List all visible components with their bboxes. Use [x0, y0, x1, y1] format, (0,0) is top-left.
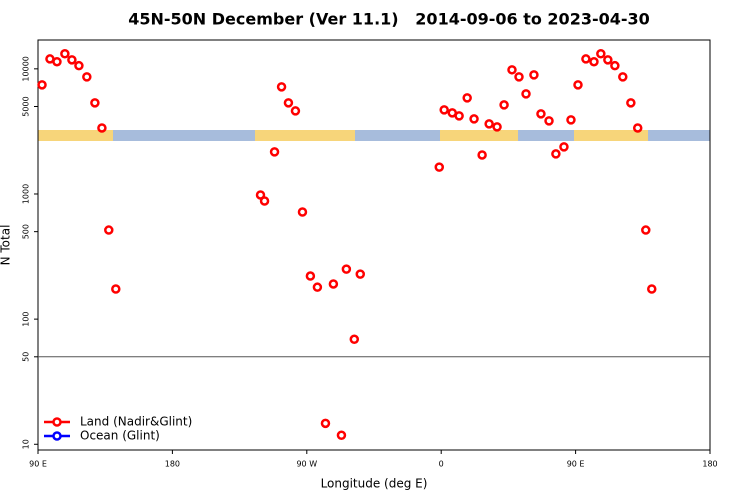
legend-marker [52, 417, 62, 427]
point [647, 284, 657, 294]
point [521, 89, 531, 99]
x-tick-label: 180 [702, 460, 717, 469]
point [336, 430, 347, 441]
point [312, 282, 323, 292]
point [573, 80, 583, 90]
point [97, 123, 107, 133]
point [104, 225, 114, 235]
point [349, 334, 360, 345]
point [290, 106, 301, 116]
point [536, 109, 546, 119]
plot-frame [37, 39, 711, 451]
point [529, 70, 539, 80]
point [259, 196, 270, 206]
point [610, 60, 620, 71]
x-tick-label: 90 E [29, 460, 47, 469]
point [111, 284, 121, 294]
point [603, 55, 613, 65]
point [507, 65, 517, 75]
point [67, 55, 77, 65]
x-tick-label: 90 E [567, 460, 585, 469]
point [434, 162, 445, 172]
point [618, 72, 628, 82]
point [462, 93, 472, 103]
point [37, 80, 47, 90]
chart-title: 45N-50N December (Ver 11.1) 2014-09-06 t… [128, 10, 650, 29]
point [255, 190, 266, 200]
point [484, 119, 494, 129]
point [492, 122, 502, 132]
point [559, 142, 569, 152]
x-tick-label: 90 W [296, 460, 317, 469]
point [589, 56, 599, 67]
point [641, 225, 651, 235]
y-tick-label: 1000 [22, 184, 31, 204]
point [355, 269, 366, 279]
point [305, 271, 316, 281]
x-tick-label: 0 [439, 460, 444, 469]
point [52, 56, 62, 67]
y-tick-label: 100 [22, 311, 31, 326]
point [90, 98, 100, 108]
y-tick-label: 5000 [22, 96, 31, 116]
point [551, 149, 561, 159]
point [82, 72, 92, 82]
point [269, 147, 280, 157]
point [454, 111, 464, 121]
point [596, 49, 606, 59]
y-tick-label: 10000 [22, 56, 31, 81]
legend-label: Land (Nadir&Glint) [80, 415, 192, 429]
point [341, 264, 352, 274]
point [514, 72, 524, 82]
point [477, 150, 487, 160]
point [74, 60, 84, 71]
point [499, 100, 509, 110]
point [328, 279, 339, 289]
y-tick-label: 50 [22, 352, 31, 362]
point [276, 82, 287, 92]
x-tick-label: 180 [165, 460, 180, 469]
point [632, 123, 643, 133]
y-tick-label: 10 [22, 439, 31, 449]
point [566, 115, 576, 125]
point [626, 98, 636, 108]
point [581, 54, 591, 64]
point [544, 116, 554, 126]
point [469, 114, 479, 124]
point [283, 98, 294, 108]
point [439, 105, 449, 115]
legend-marker [52, 431, 62, 441]
point [60, 49, 70, 59]
y-tick-label: 500 [22, 224, 31, 239]
point [320, 418, 331, 429]
y-axis-label: N Total [0, 225, 13, 266]
legend-label: Ocean (Glint) [80, 429, 160, 443]
x-axis-label: Longitude (deg E) [321, 477, 428, 491]
land-ocean-strip [38, 130, 710, 141]
point [297, 207, 308, 217]
